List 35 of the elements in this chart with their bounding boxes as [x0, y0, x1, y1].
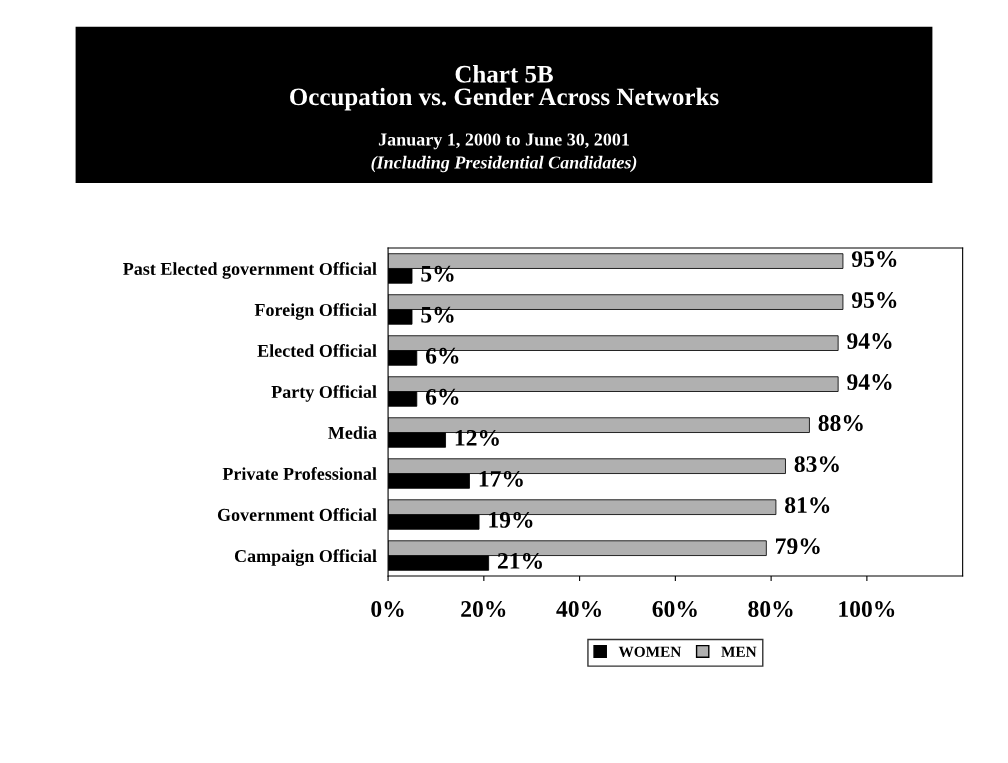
data-label: 88% — [818, 415, 863, 432]
data-label: 19% — [489, 511, 533, 528]
data-label: 12% — [455, 429, 499, 446]
data-label: 81% — [785, 497, 830, 514]
data-label: 94% — [847, 374, 892, 391]
data-label: 95% — [851, 292, 897, 309]
x-tick-label: 40% — [556, 601, 601, 618]
data-label: 94% — [847, 333, 892, 350]
x-tick-label: 60% — [652, 601, 697, 618]
legend-label: MEN — [721, 646, 757, 657]
x-tick-label: 80% — [748, 601, 793, 618]
data-label: 6% — [425, 347, 459, 364]
data-label: 83% — [794, 456, 839, 473]
data-label: 95% — [851, 251, 897, 268]
data-label: 17% — [479, 470, 523, 487]
x-tick-label: 0% — [371, 601, 404, 618]
chart-title: Chart 5B Occupation vs. Gender Across Networks — [290, 65, 719, 111]
chart-subtitle: January 1, 2000 to June 30, 2001 — [378, 133, 629, 150]
data-label: 79% — [776, 538, 820, 555]
y-tick-label: Elected Official — [257, 344, 377, 357]
y-tick-label: Foreign Official — [254, 303, 377, 320]
text: (Including Presidential Candidates) — [371, 155, 637, 173]
data-label: 6% — [425, 388, 459, 405]
y-tick-label: Past Elected government Official — [123, 262, 377, 279]
data-label: 21% — [497, 552, 542, 569]
y-tick-label: Party Official — [271, 385, 377, 402]
x-tick-label: 100% — [839, 601, 895, 618]
y-tick-label: Government Official — [217, 508, 377, 521]
data-label: 5% — [421, 265, 454, 282]
legend-label: WOMEN — [618, 646, 682, 657]
data-label: 5% — [421, 306, 454, 323]
x-tick-label: 20% — [461, 601, 506, 618]
y-tick-label: Campaign Official — [234, 549, 377, 566]
y-tick-label: Private Professional — [222, 467, 377, 480]
y-tick-label: Media — [328, 426, 377, 439]
